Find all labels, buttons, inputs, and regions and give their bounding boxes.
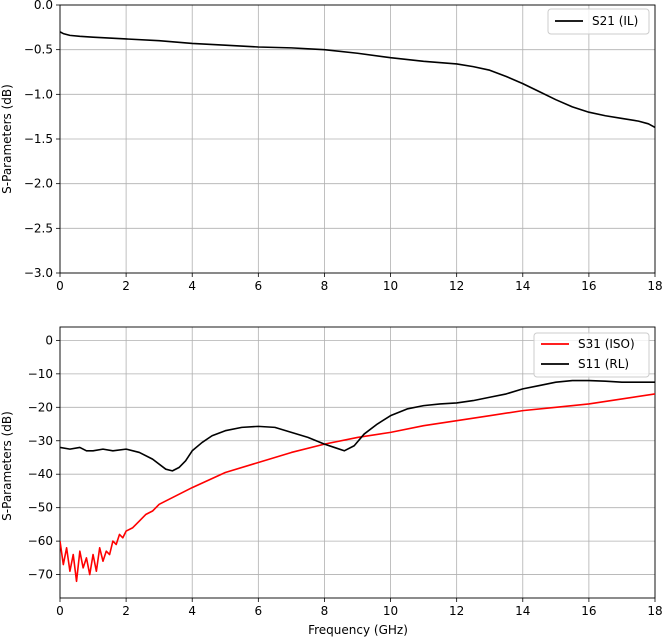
- sp-legend-label-s31: S31 (ISO): [578, 337, 635, 351]
- sp-series-group: [60, 379, 655, 583]
- il-legend: S21 (IL): [547, 8, 650, 35]
- sp-axes-frame: [59, 326, 656, 599]
- il-y-tick-label: −0.5: [24, 43, 53, 57]
- s-params-chart-panel: 0 2 4 6 8 10 12 14 16 18 0 −10 −20 −30 −40 −50 −60 −70 S…: [0, 326, 663, 637]
- il-legend-box: [547, 8, 650, 35]
- il-x-ticks: 0 2 4 6 8 10 12 14 16 18: [56, 273, 663, 293]
- sp-series-line-s11: [60, 379, 655, 472]
- il-x-tick-label: 0: [56, 279, 64, 293]
- sp-y-tick-label: −40: [28, 467, 53, 481]
- sp-y-tick-label: −20: [28, 400, 53, 414]
- sp-x-tick-label: 8: [321, 604, 329, 618]
- sp-series-line-s31: [60, 393, 655, 583]
- il-x-tick-label: 18: [647, 279, 662, 293]
- il-x-tick-label: 10: [383, 279, 398, 293]
- sp-y-tick-label: −50: [28, 501, 53, 515]
- il-series-line-s21: [60, 31, 655, 129]
- sp-legend: S31 (ISO) S11 (RL): [533, 332, 650, 378]
- il-y-tick-label: −2.5: [24, 221, 53, 235]
- sp-y-axis-label: S-Parameters (dB): [0, 411, 14, 521]
- il-x-tick-label: 4: [188, 279, 196, 293]
- sp-x-ticks: 0 2 4 6 8 10 12 14 16 18: [56, 598, 663, 618]
- sp-y-tick-label: −60: [28, 534, 53, 548]
- sp-x-tick-label: 2: [122, 604, 130, 618]
- sp-y-tick-label: −70: [28, 568, 53, 582]
- sp-y-ticks: 0 −10 −20 −30 −40 −50 −60 −70: [28, 333, 60, 582]
- sp-x-tick-label: 16: [581, 604, 596, 618]
- sp-x-tick-label: 10: [383, 604, 398, 618]
- sp-x-tick-label: 14: [515, 604, 530, 618]
- sp-x-tick-label: 4: [188, 604, 196, 618]
- sp-y-tick-label: 0: [45, 333, 53, 347]
- il-y-tick-label: −2.0: [24, 177, 53, 191]
- sp-x-tick-label: 18: [647, 604, 662, 618]
- il-y-tick-label: −1.0: [24, 87, 53, 101]
- il-x-tick-label: 2: [122, 279, 130, 293]
- sp-y-tick-label: −10: [28, 367, 53, 381]
- il-y-tick-label: −3.0: [24, 266, 53, 280]
- sp-x-axis-label: Frequency (GHz): [308, 623, 408, 637]
- il-x-tick-label: 16: [581, 279, 596, 293]
- il-y-ticks: 0.0 −0.5 −1.0 −1.5 −2.0 −2.5 −3.0: [24, 0, 60, 280]
- sp-legend-label-s11: S11 (RL): [578, 357, 629, 371]
- il-series-group: [60, 31, 655, 129]
- il-legend-label-s21: S21 (IL): [592, 14, 638, 28]
- il-x-tick-label: 8: [321, 279, 329, 293]
- il-x-tick-label: 6: [255, 279, 263, 293]
- il-y-axis-label: S-Parameters (dB): [0, 84, 14, 194]
- il-chart-panel: 0 2 4 6 8 10 12 14 16 18 0.0 −0.5 −1.0 −1.5 −2.0 −2.5 −…: [0, 0, 663, 293]
- sp-x-tick-label: 12: [449, 604, 464, 618]
- sp-x-tick-label: 6: [255, 604, 263, 618]
- il-y-tick-label: −1.5: [24, 132, 53, 146]
- sp-plot-area: [59, 326, 656, 599]
- sp-y-tick-label: −30: [28, 434, 53, 448]
- il-x-tick-label: 14: [515, 279, 530, 293]
- sp-x-tick-label: 0: [56, 604, 64, 618]
- il-x-tick-label: 12: [449, 279, 464, 293]
- il-y-tick-label: 0.0: [34, 0, 53, 12]
